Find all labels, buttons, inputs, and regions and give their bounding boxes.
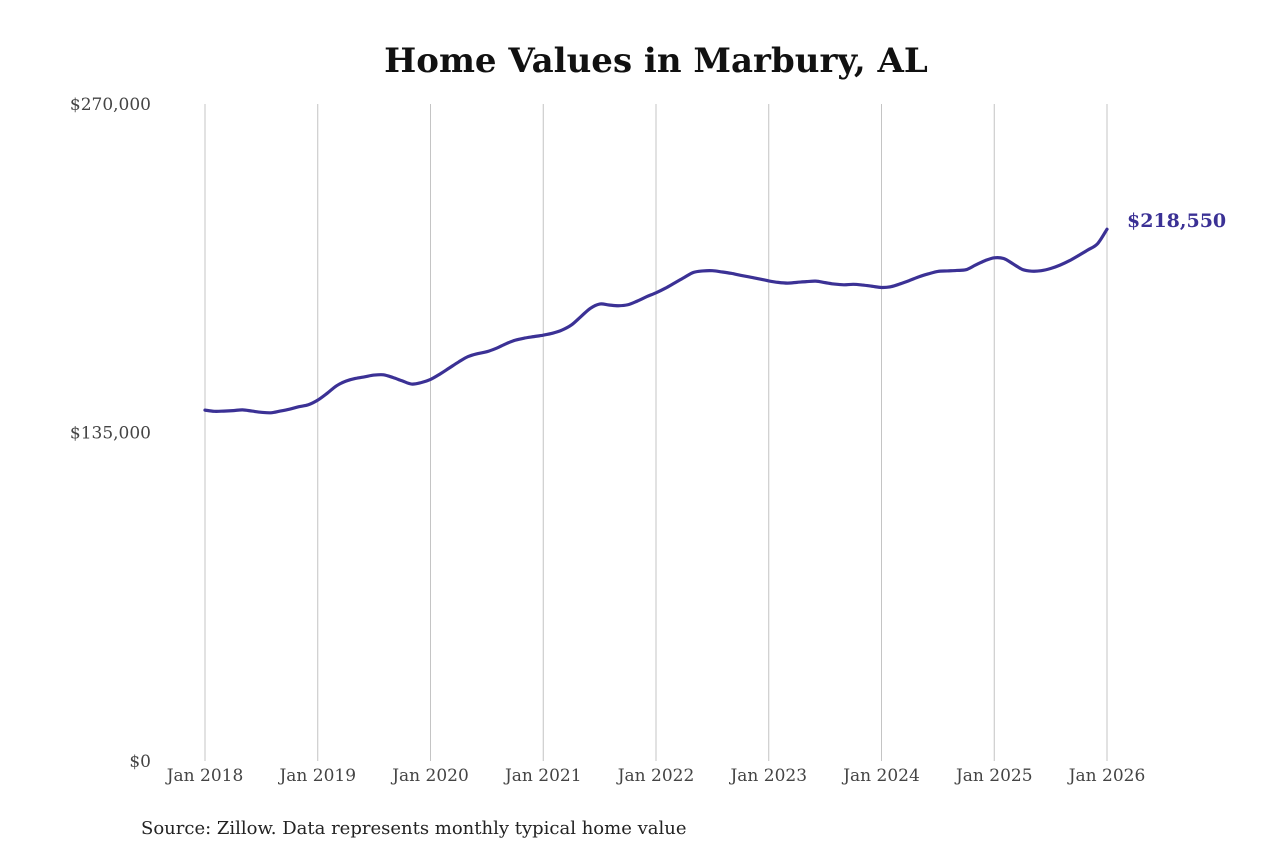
y-tick-label-0: $0 <box>129 752 151 772</box>
series-group: $218,550 <box>203 210 1226 415</box>
x-tick-label-0: Jan 2018 <box>165 766 244 786</box>
source-note: Source: Zillow. Data represents monthly … <box>141 818 687 839</box>
x-tick-label-3: Jan 2021 <box>503 766 582 786</box>
series-line-0 <box>203 227 1109 415</box>
x-tick-label-1: Jan 2019 <box>277 766 356 786</box>
y-tick-label-2: $270,000 <box>70 95 151 115</box>
chart-title: Home Values in Marbury, AL <box>384 41 928 81</box>
x-tick-label-8: Jan 2026 <box>1067 766 1146 786</box>
y-axis-tick-labels: $0 $135,000 $270,000 <box>70 95 151 772</box>
x-tick-label-6: Jan 2024 <box>841 766 920 786</box>
x-axis-tick-labels: Jan 2018 Jan 2019 Jan 2020 Jan 2021 Jan 2022… <box>165 766 1146 786</box>
vertical-gridlines <box>204 104 1108 761</box>
x-tick-label-7: Jan 2025 <box>954 766 1033 786</box>
x-tick-label-5: Jan 2023 <box>728 766 807 786</box>
y-tick-label-1: $135,000 <box>70 424 151 444</box>
end-value-label: $218,550 <box>1127 210 1226 232</box>
x-tick-label-4: Jan 2022 <box>616 766 695 786</box>
x-tick-label-2: Jan 2020 <box>390 766 469 786</box>
